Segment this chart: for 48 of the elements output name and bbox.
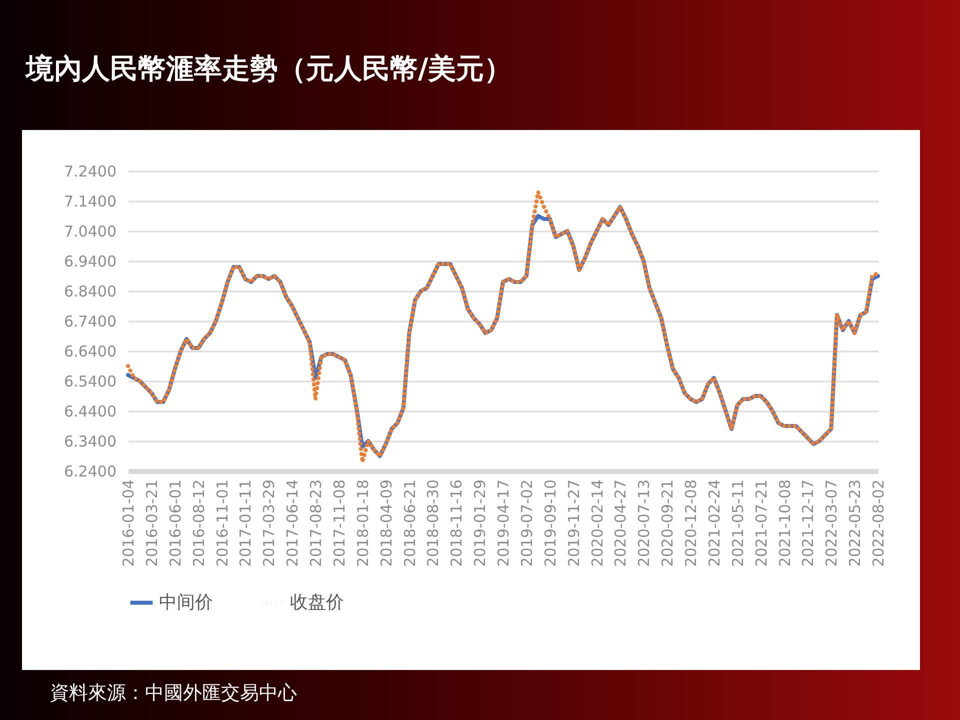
x-tick-label: 2017-06-14: [284, 480, 302, 567]
x-tick-label: 2017-08-23: [307, 480, 325, 567]
x-tick-label: 2019-01-29: [471, 480, 490, 567]
x-tick-label: 2016-01-04: [120, 480, 138, 567]
x-tick-label: 2019-11-27: [564, 480, 583, 567]
x-tick-label: 2018-08-30: [424, 480, 442, 567]
y-tick-label: 7.2400: [64, 162, 116, 180]
x-tick-label: 2018-04-09: [377, 480, 396, 567]
x-tick-label: 2017-03-29: [260, 480, 278, 567]
x-tick-label: 2022-05-23: [846, 480, 864, 567]
y-tick-label: 6.6400: [64, 342, 116, 360]
x-tick-label: 2018-06-21: [400, 480, 419, 567]
legend-label: 中间价: [159, 592, 213, 613]
source-note: 資料來源：中國外匯交易中心: [50, 681, 297, 706]
x-tick-label: 2020-07-13: [635, 480, 654, 567]
x-tick-label: 2020-04-27: [612, 480, 630, 567]
y-tick-label: 6.2400: [64, 462, 116, 480]
x-tick-label: 2019-09-10: [541, 480, 560, 567]
y-tick-label: 6.8400: [64, 282, 116, 300]
x-tick-label: 2017-01-11: [236, 480, 255, 567]
chart-title: 境內人民幣滙率走勢（元人民幣/美元）: [26, 51, 512, 87]
y-tick-label: 6.9400: [64, 252, 116, 270]
x-tick-label: 2021-12-17: [799, 480, 818, 567]
x-tick-label: 2019-07-02: [518, 480, 536, 567]
x-tick-label: 2016-06-01: [166, 480, 184, 567]
x-tick-label: 2018-11-16: [448, 480, 466, 567]
y-tick-label: 6.5400: [64, 372, 116, 390]
y-tick-label: 7.0400: [64, 222, 116, 240]
x-tick-label: 2019-04-17: [494, 480, 512, 567]
x-tick-label: 2021-07-21: [752, 480, 770, 567]
x-tick-label: 2020-02-14: [588, 480, 606, 567]
x-tick-label: 2021-05-11: [728, 480, 747, 567]
x-tick-label: 2018-01-18: [354, 480, 372, 567]
x-tick-label: 2020-12-08: [682, 480, 700, 567]
y-tick-label: 6.7400: [64, 312, 116, 330]
x-tick-label: 2020-09-21: [658, 480, 677, 567]
x-tick-label: 2016-03-21: [142, 480, 161, 567]
x-tick-label: 2016-08-12: [190, 480, 208, 567]
y-tick-label: 6.3400: [64, 432, 116, 450]
y-tick-label: 6.4400: [64, 402, 116, 420]
x-tick-label: 2021-10-08: [776, 480, 794, 567]
x-tick-label: 2021-02-24: [705, 480, 724, 567]
legend-label: 收盘价: [290, 592, 344, 613]
y-tick-label: 7.1400: [64, 192, 116, 210]
x-tick-label: 2022-08-02: [870, 480, 888, 567]
x-tick-label: 2017-11-08: [330, 480, 348, 567]
x-tick-label: 2016-11-01: [213, 480, 232, 567]
x-tick-label: 2022-03-07: [822, 480, 841, 567]
